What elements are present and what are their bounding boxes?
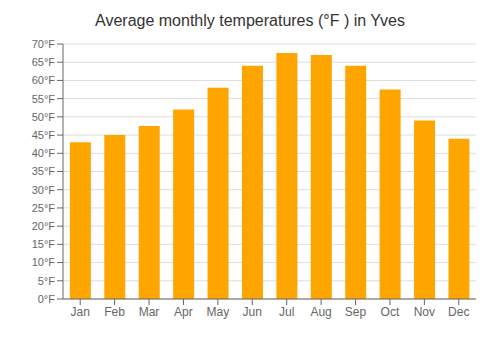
svg-text:Feb: Feb — [104, 305, 125, 319]
svg-text:Oct: Oct — [381, 305, 400, 319]
svg-text:25°F: 25°F — [32, 202, 56, 214]
svg-text:Sep: Sep — [345, 305, 367, 319]
svg-text:30°F: 30°F — [32, 184, 56, 196]
svg-text:Dec: Dec — [448, 305, 469, 319]
svg-text:Jul: Jul — [279, 305, 294, 319]
svg-text:45°F: 45°F — [32, 129, 56, 141]
svg-text:50°F: 50°F — [32, 111, 56, 123]
svg-text:0°F: 0°F — [38, 293, 56, 305]
svg-text:60°F: 60°F — [32, 74, 56, 86]
svg-text:70°F: 70°F — [32, 38, 56, 50]
svg-text:10°F: 10°F — [32, 256, 56, 268]
svg-text:Mar: Mar — [139, 305, 160, 319]
svg-text:55°F: 55°F — [32, 93, 56, 105]
svg-text:Apr: Apr — [174, 305, 193, 319]
svg-text:5°F: 5°F — [38, 275, 56, 287]
svg-text:Jan: Jan — [71, 305, 90, 319]
html-text:Average monthly temperatures (: Average monthly temperatures (°F ) in Yv… — [95, 12, 405, 29]
svg-text:Jun: Jun — [243, 305, 262, 319]
svg-text:20°F: 20°F — [32, 220, 56, 232]
svg-text:Nov: Nov — [414, 305, 435, 319]
svg-text:Aug: Aug — [310, 305, 331, 319]
svg-text:65°F: 65°F — [32, 56, 56, 68]
svg-text:40°F: 40°F — [32, 147, 56, 159]
svg-text:15°F: 15°F — [32, 238, 56, 250]
svg-text:May: May — [207, 305, 230, 319]
svg-text:35°F: 35°F — [32, 165, 56, 177]
